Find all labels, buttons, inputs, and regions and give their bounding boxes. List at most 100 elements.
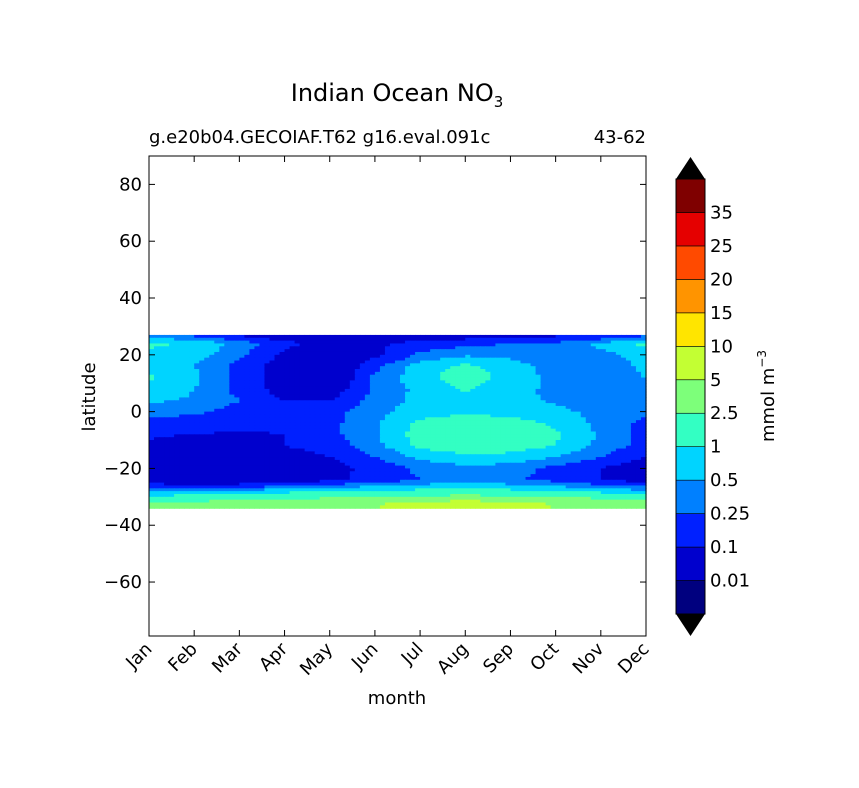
contour-cell xyxy=(565,354,572,359)
contour-cell xyxy=(555,366,562,370)
contour-cell xyxy=(420,363,426,367)
contour-cell xyxy=(184,431,190,435)
contour-cell xyxy=(239,377,245,381)
contour-cell xyxy=(244,366,250,370)
contour-cell xyxy=(535,434,542,438)
contour-cell xyxy=(259,431,266,435)
contour-cell xyxy=(425,374,431,379)
contour-cell xyxy=(339,371,346,376)
contour-cell xyxy=(520,391,527,396)
contour-cell xyxy=(239,408,245,413)
contour-cell xyxy=(274,400,281,404)
contour-cell xyxy=(389,397,396,401)
contour-cell xyxy=(485,440,491,444)
contour-cell xyxy=(254,442,261,447)
contour-cell xyxy=(605,422,612,427)
contour-cell xyxy=(525,340,532,345)
contour-cell xyxy=(510,457,517,461)
contour-cell xyxy=(359,411,366,416)
contour-cell xyxy=(244,386,250,390)
contour-cell xyxy=(184,457,190,461)
contour-cell xyxy=(565,337,572,342)
contour-cell xyxy=(560,403,567,407)
contour-cell xyxy=(575,434,582,438)
contour-cell xyxy=(369,360,376,364)
contour-cell xyxy=(324,454,331,458)
contour-cell xyxy=(425,459,431,464)
contour-cell xyxy=(550,343,557,347)
contour-cell xyxy=(319,363,326,367)
contour-cell xyxy=(309,340,316,345)
contour-cell xyxy=(269,454,276,458)
contour-cell xyxy=(209,408,215,413)
contour-cell xyxy=(204,357,210,362)
contour-cell xyxy=(445,459,451,464)
contour-cell xyxy=(630,354,637,359)
contour-cell xyxy=(374,405,381,410)
contour-cell xyxy=(460,408,466,413)
contour-cell xyxy=(374,468,381,472)
contour-cell xyxy=(319,343,326,347)
contour-cell xyxy=(244,340,250,345)
contour-cell xyxy=(595,371,602,376)
contour-cell xyxy=(595,448,602,452)
contour-cell xyxy=(249,465,256,470)
contour-cell xyxy=(229,340,235,345)
contour-cell xyxy=(440,405,446,410)
contour-cell xyxy=(354,403,361,407)
contour-cell xyxy=(194,357,200,362)
contour-cell xyxy=(169,346,175,350)
contour-cell xyxy=(289,445,296,450)
contour-cell xyxy=(219,476,225,481)
contour-cell xyxy=(304,459,311,464)
contour-cell xyxy=(269,354,276,359)
contour-cell xyxy=(284,420,291,424)
contour-cell xyxy=(550,459,557,464)
contour-cell xyxy=(600,434,607,438)
contour-cell xyxy=(435,383,441,387)
contour-cell xyxy=(179,428,185,433)
contour-cell xyxy=(269,465,276,470)
contour-cell xyxy=(334,434,341,438)
contour-cell xyxy=(329,405,336,410)
contour-cell xyxy=(339,400,346,404)
contour-cell xyxy=(475,388,481,393)
contour-cell xyxy=(405,411,411,416)
contour-cell xyxy=(369,459,376,464)
contour-cell xyxy=(244,454,250,458)
contour-cell xyxy=(344,386,351,390)
contour-cell xyxy=(580,434,587,438)
contour-cell xyxy=(605,346,612,350)
contour-cell xyxy=(354,377,361,381)
contour-cell xyxy=(430,374,436,379)
contour-cell xyxy=(309,354,316,359)
contour-cell xyxy=(555,422,562,427)
contour-cell xyxy=(339,440,346,444)
contour-cell xyxy=(379,437,386,441)
contour-cell xyxy=(550,403,557,407)
contour-cell xyxy=(164,459,170,464)
contour-cell xyxy=(450,346,456,350)
contour-cell xyxy=(400,465,406,470)
contour-cell xyxy=(585,451,592,455)
contour-cell xyxy=(344,468,351,472)
contour-cell xyxy=(259,349,266,353)
contour-cell xyxy=(224,397,230,401)
contour-cell xyxy=(600,448,607,452)
contour-cell xyxy=(570,403,577,407)
contour-cell xyxy=(470,369,476,373)
contour-cell xyxy=(219,405,225,410)
contour-cell xyxy=(249,431,256,435)
contour-cell xyxy=(324,468,331,472)
contour-cell xyxy=(389,459,396,464)
contour-cell xyxy=(605,354,612,359)
contour-cell xyxy=(545,394,552,399)
contour-cell xyxy=(214,468,220,472)
contour-cell xyxy=(615,459,622,464)
contour-cell xyxy=(394,354,401,359)
contour-cell xyxy=(620,371,627,376)
contour-cell xyxy=(244,371,250,376)
contour-cell xyxy=(374,374,381,379)
contour-cell xyxy=(249,357,256,362)
contour-cell xyxy=(239,340,245,345)
